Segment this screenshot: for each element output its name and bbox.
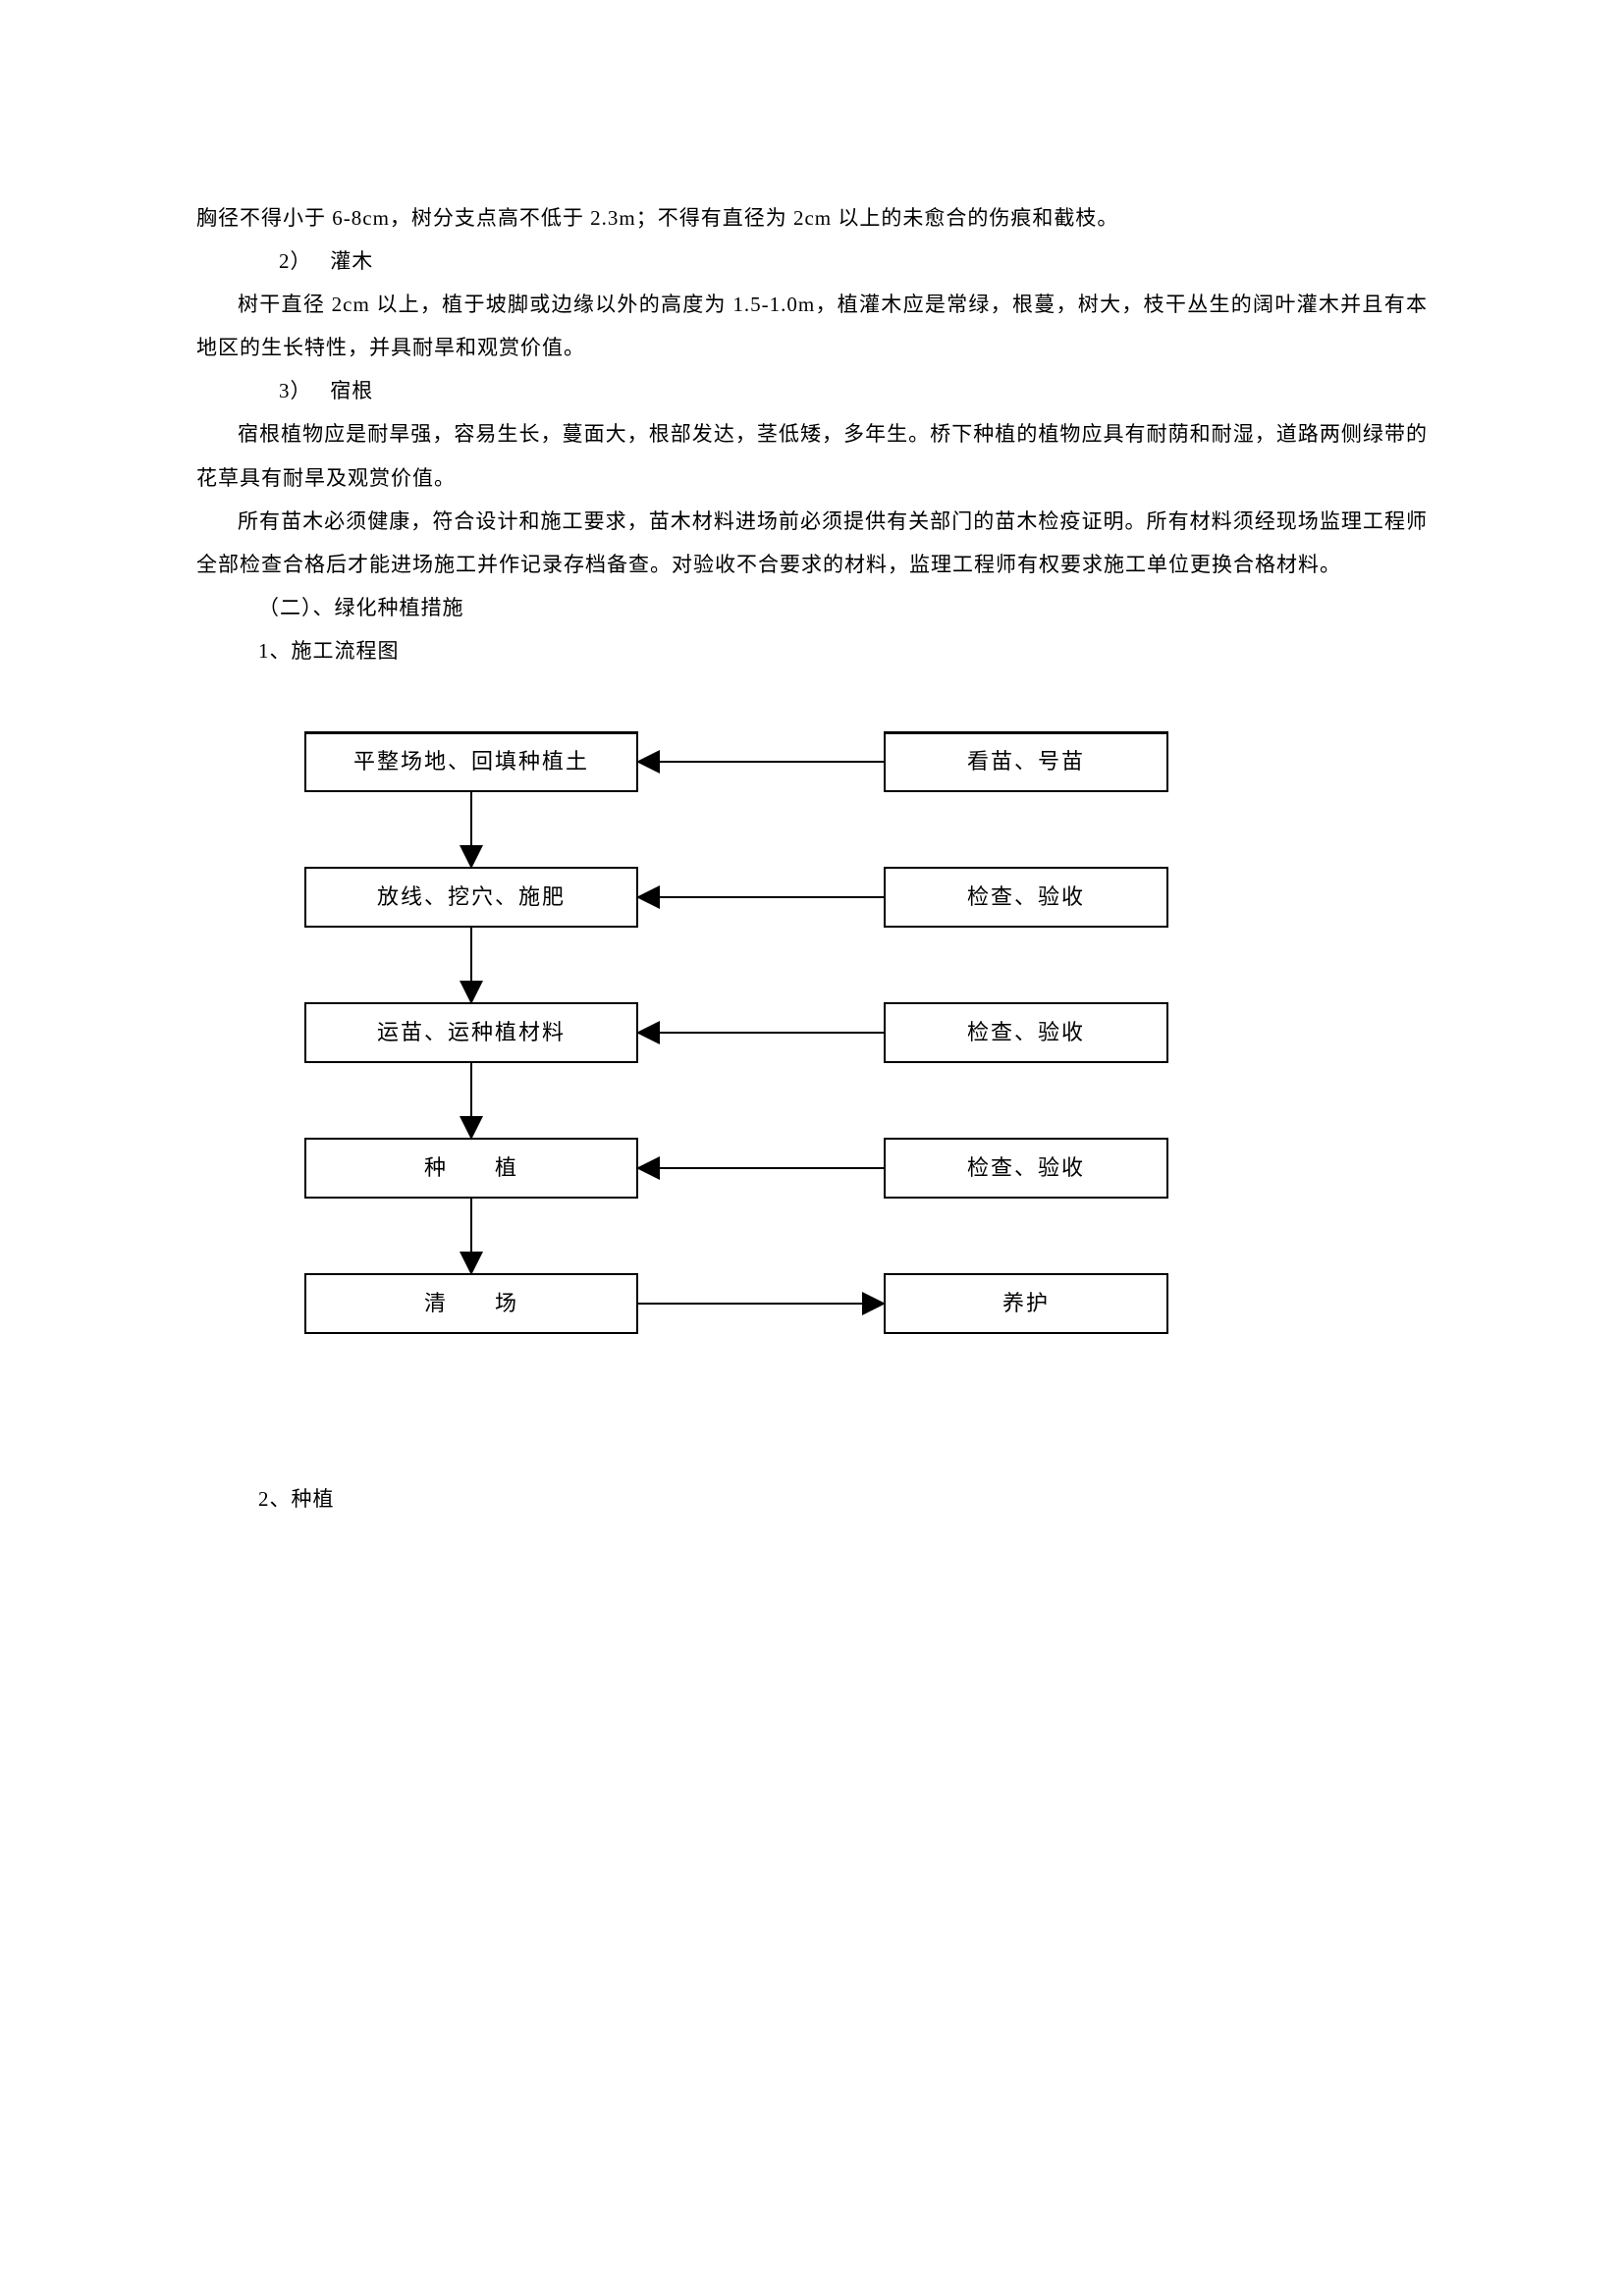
flow-node-right-4: 养护: [884, 1273, 1168, 1334]
flow-node-left-2: 运苗、运种植材料: [304, 1002, 638, 1063]
flow-node-left-4: 清 场: [304, 1273, 638, 1334]
paragraph-1: 胸径不得小于 6-8cm，树分支点高不低于 2.3m；不得有直径为 2cm 以上…: [196, 196, 1428, 240]
flowchart-title: 1、施工流程图: [196, 629, 1428, 672]
flow-node-right-1: 检查、验收: [884, 867, 1168, 928]
paragraph-4: 所有苗木必须健康，符合设计和施工要求，苗木材料进场前必须提供有关部门的苗木检疫证…: [196, 500, 1428, 586]
flowchart: 平整场地、回填种植土 放线、挖穴、施肥 运苗、运种植材料 种 植 清 场 看苗、…: [196, 731, 1428, 1438]
flow-node-left-1: 放线、挖穴、施肥: [304, 867, 638, 928]
flow-node-right-0: 看苗、号苗: [884, 731, 1168, 792]
flow-node-left-3: 种 植: [304, 1138, 638, 1199]
section-2-heading: （二）、绿化种植措施: [196, 586, 1428, 629]
paragraph-2: 树干直径 2cm 以上，植于坡脚或边缘以外的高度为 1.5-1.0m，植灌木应是…: [196, 283, 1428, 369]
subitem-2-title: 灌木: [330, 249, 373, 273]
flow-node-right-2: 检查、验收: [884, 1002, 1168, 1063]
subitem-3-title: 宿根: [330, 379, 373, 402]
document-page: 胸径不得小于 6-8cm，树分支点高不低于 2.3m；不得有直径为 2cm 以上…: [0, 0, 1624, 2296]
subitem-2-num: 2）: [279, 249, 312, 273]
subitem-2: 2） 灌木: [196, 240, 1428, 283]
flow-node-left-0: 平整场地、回填种植土: [304, 731, 638, 792]
planting-title: 2、种植: [196, 1477, 1428, 1521]
subitem-3-num: 3）: [279, 379, 312, 402]
flow-node-right-3: 检查、验收: [884, 1138, 1168, 1199]
paragraph-3: 宿根植物应是耐旱强，容易生长，蔓面大，根部发达，茎低矮，多年生。桥下种植的植物应…: [196, 412, 1428, 499]
subitem-3: 3） 宿根: [196, 369, 1428, 412]
